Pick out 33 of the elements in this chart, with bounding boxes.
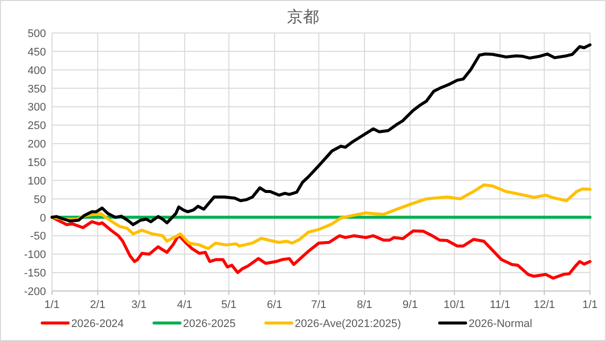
y-tick-label: 200 [28,138,46,151]
x-tick-label: 12/1 [534,299,556,311]
y-tick-label: 350 [28,83,46,96]
y-tick-label: -50 [30,230,46,243]
x-tick-label: 1/1 [44,299,60,311]
y-tick-label: -150 [24,268,46,280]
y-tick-label: 400 [28,64,46,77]
legend-label: 2026-Normal [468,318,532,330]
y-tick-label: -200 [24,286,46,298]
y-tick-label: 150 [28,157,46,169]
x-tick-label: 7/1 [311,299,326,311]
x-tick-label: 9/1 [402,299,418,311]
legend-label: 2026-2024 [71,318,124,330]
x-tick-label: 6/1 [266,299,282,311]
y-tick-label: 450 [28,46,46,58]
x-tick-label: 5/1 [221,299,237,311]
legend-label: 2026-Ave(2021:2025) [294,318,402,330]
y-tick-label: 500 [28,28,46,40]
y-tick-label: 100 [28,175,46,188]
y-tick-label: -100 [24,249,46,262]
y-tick-label: 300 [28,102,46,114]
y-tick-label: 250 [28,120,46,132]
x-tick-label: 8/1 [356,299,372,311]
chart-title: 京都 [287,8,319,26]
x-tick-label: 11/1 [490,299,510,311]
y-tick-label: 0 [40,212,46,224]
x-tick-label: 1/1 [582,299,598,311]
x-tick-label: 2/1 [90,299,106,311]
x-tick-label: 10/1 [444,299,466,311]
y-tick-label: 50 [34,194,46,206]
x-tick-label: 3/1 [131,299,147,311]
x-tick-label: 4/1 [177,299,192,311]
legend-label: 2026-2025 [183,318,236,330]
